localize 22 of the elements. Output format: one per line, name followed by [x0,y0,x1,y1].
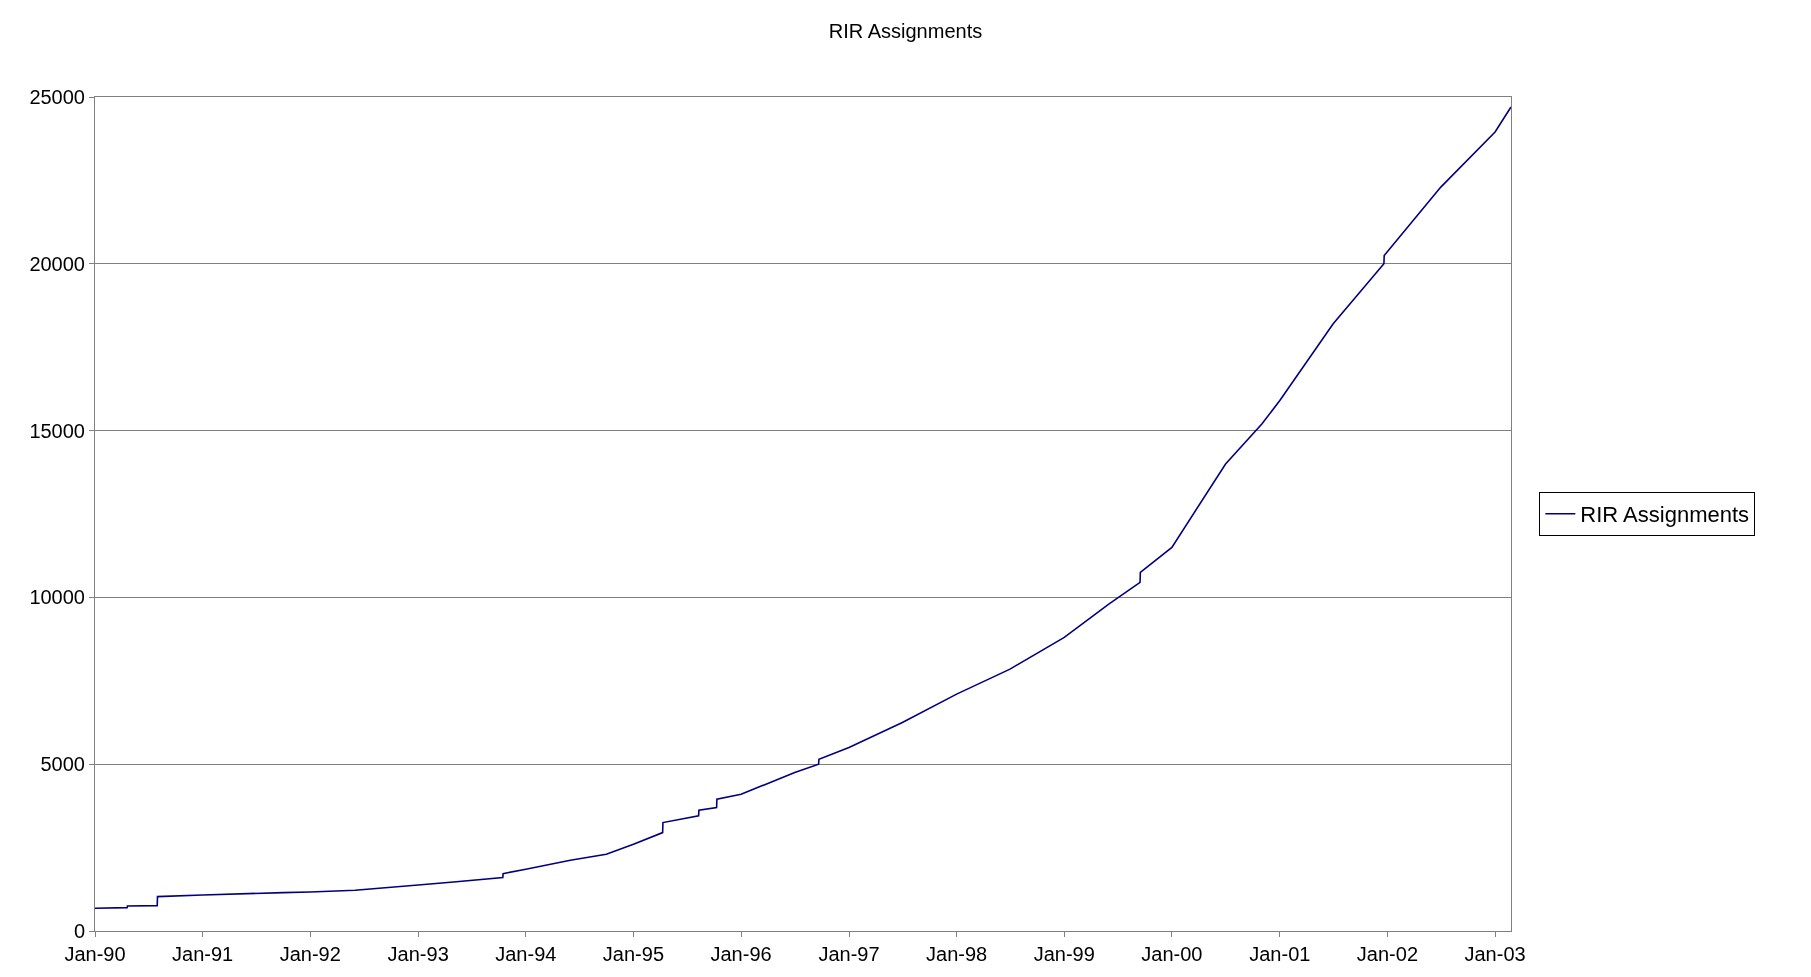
x-tick-label: Jan-95 [602,943,665,965]
y-tick-label: 10000 [29,586,85,609]
y-tick-label: 5000 [40,753,85,776]
x-tick-label: Jan-93 [387,943,449,965]
x-tick-label: Jan-91 [172,943,234,965]
y-tick-label: 25000 [29,86,85,108]
legend-label: RIR Assignments [1580,502,1750,528]
x-tick-label: Jan-97 [818,943,880,965]
x-tick-label: Jan-00 [1141,943,1203,965]
x-tick-label: Jan-90 [64,943,126,965]
chart-title: RIR Assignments [828,20,983,43]
y-tick-label: 0 [73,920,85,942]
x-tick-label: Jan-98 [926,943,988,965]
x-tick-label: Jan-94 [495,943,557,965]
x-tick-label: Jan-99 [1033,943,1095,965]
x-tick-label: Jan-02 [1356,943,1419,965]
y-tick-label: 20000 [29,252,85,275]
x-tick-label: Jan-92 [279,943,341,965]
y-tick-label: 15000 [29,419,85,442]
x-tick-label: Jan-01 [1249,943,1311,965]
x-tick-label: Jan-03 [1464,943,1526,965]
x-tick-label: Jan-96 [710,943,772,965]
